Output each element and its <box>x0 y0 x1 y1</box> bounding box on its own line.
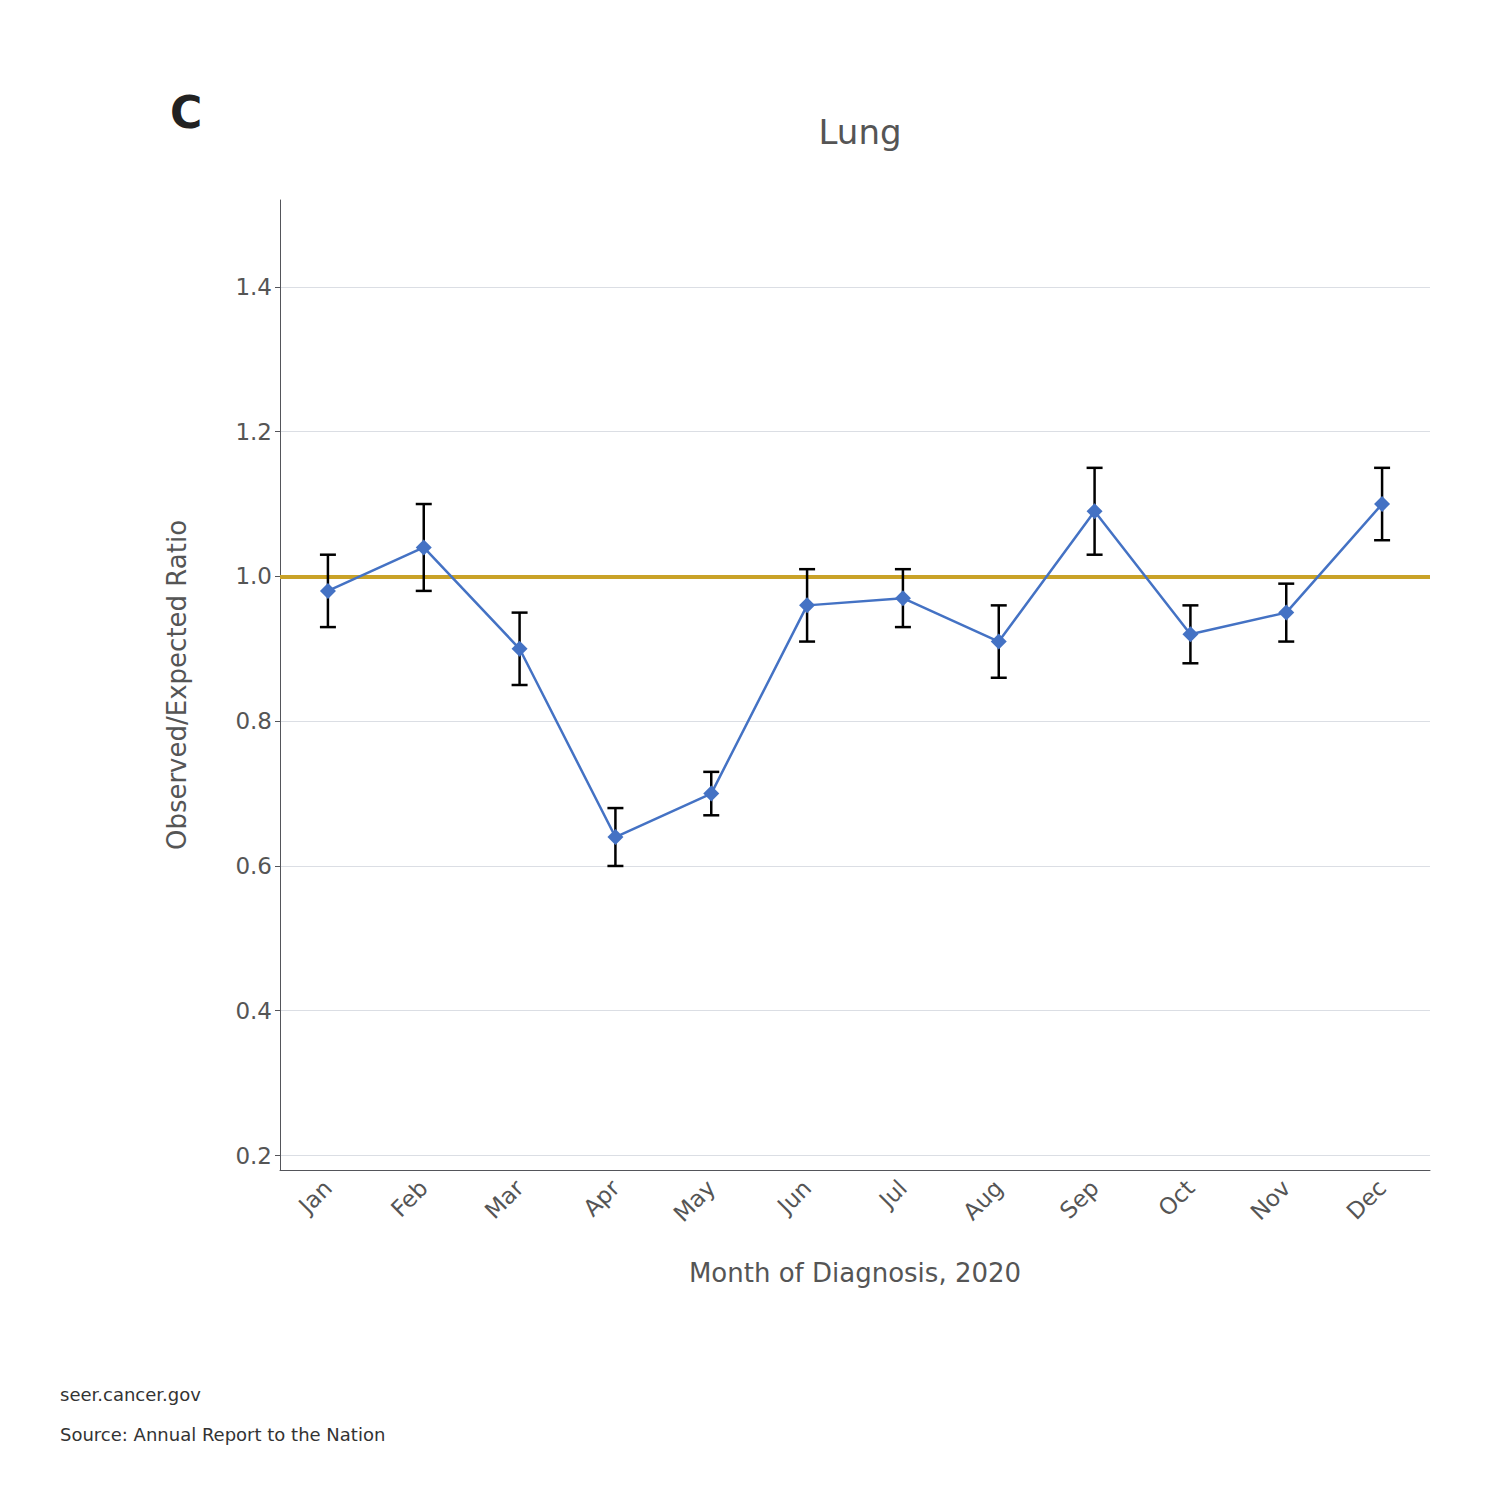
svg-text:Observed/Expected Ratio: Observed/Expected Ratio <box>162 520 192 850</box>
svg-text:Dec: Dec <box>1341 1175 1391 1225</box>
svg-text:0.6: 0.6 <box>235 853 272 879</box>
svg-text:Aug: Aug <box>958 1175 1008 1225</box>
svg-text:1.2: 1.2 <box>235 419 272 445</box>
svg-text:1.0: 1.0 <box>235 563 272 589</box>
svg-text:Oct: Oct <box>1153 1175 1199 1221</box>
svg-text:Nov: Nov <box>1245 1175 1295 1225</box>
svg-text:Apr: Apr <box>578 1174 625 1221</box>
svg-text:0.2: 0.2 <box>235 1143 272 1169</box>
svg-text:Jan: Jan <box>292 1175 337 1220</box>
svg-text:Jul: Jul <box>873 1175 912 1214</box>
svg-text:1.4: 1.4 <box>235 274 272 300</box>
svg-text:0.4: 0.4 <box>235 998 272 1024</box>
svg-text:0.8: 0.8 <box>235 708 272 734</box>
svg-text:May: May <box>668 1175 720 1227</box>
svg-text:Lung: Lung <box>818 112 901 152</box>
svg-text:C: C <box>170 87 202 138</box>
svg-text:seer.cancer.gov: seer.cancer.gov <box>60 1384 201 1405</box>
svg-text:Month of Diagnosis, 2020: Month of Diagnosis, 2020 <box>689 1258 1021 1288</box>
svg-text:Sep: Sep <box>1055 1175 1104 1224</box>
svg-text:Jun: Jun <box>771 1175 816 1220</box>
svg-text:Mar: Mar <box>480 1174 529 1223</box>
svg-text:Feb: Feb <box>386 1175 433 1222</box>
svg-text:Source: Annual Report to the N: Source: Annual Report to the Nation <box>60 1424 385 1445</box>
